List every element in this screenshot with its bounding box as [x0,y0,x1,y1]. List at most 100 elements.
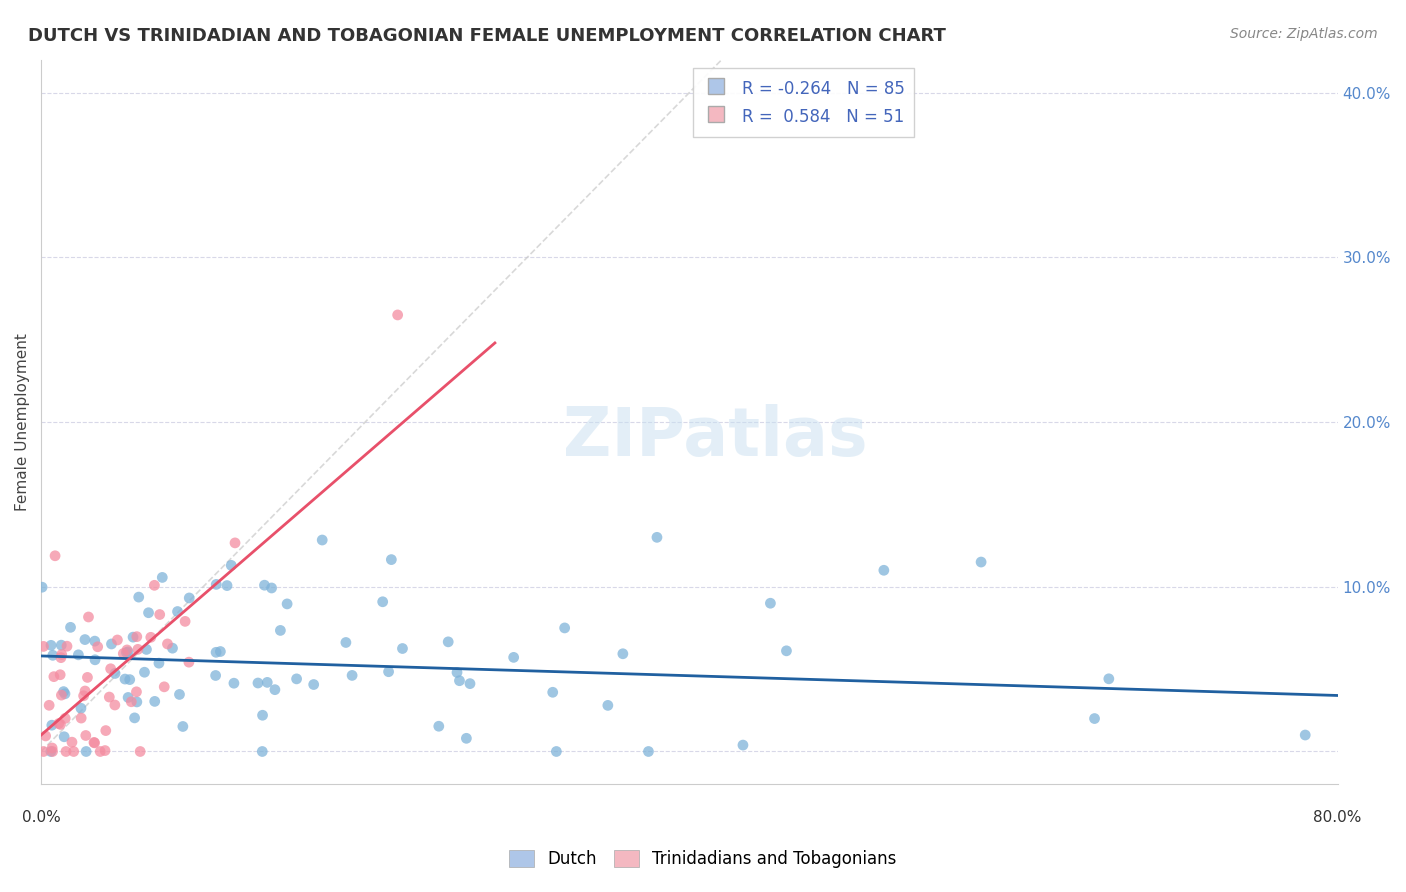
Point [1083,712,1105,726]
Point [391,641,413,656]
Point [70,701,93,715]
Point [100,637,122,651]
Point [253,578,276,592]
Point [209,644,232,658]
Point [153,680,176,694]
Point [114,672,136,686]
Point [427,719,450,733]
Point [302,677,325,691]
Point [118,673,141,687]
Point [31,580,53,594]
Point [205,645,228,659]
Point [219,558,242,573]
Point [124,711,146,725]
Point [311,533,333,547]
Point [269,624,291,638]
Point [104,666,127,681]
Point [264,682,287,697]
Point [83,735,105,749]
Point [32,744,55,758]
Point [39,638,62,652]
Point [150,570,173,584]
Text: ZIPatlas: ZIPatlas [562,403,868,469]
Point [174,615,197,629]
Point [42,648,65,663]
Point [125,685,148,699]
Point [127,642,149,657]
Point [260,581,283,595]
Text: Source: ZipAtlas.com: Source: ZipAtlas.com [1230,27,1378,41]
Point [546,744,568,758]
Point [51,648,73,662]
Point [139,630,162,644]
Point [458,676,481,690]
Point [246,676,269,690]
Point [129,744,152,758]
Point [541,685,564,699]
Point [252,744,274,758]
Point [49,650,72,665]
Point [380,552,402,566]
Point [1098,672,1121,686]
Point [179,591,201,605]
Point [456,731,478,746]
Point [117,690,139,705]
Point [48,716,70,731]
Point [143,694,166,708]
Point [41,744,63,758]
Point [645,530,668,544]
Point [172,719,194,733]
Point [83,736,105,750]
Point [56,639,79,653]
Point [75,744,97,758]
Point [112,647,135,661]
Point [149,607,172,622]
Point [70,711,93,725]
Point [156,637,179,651]
Point [55,744,77,758]
Point [72,689,94,703]
Text: 80.0%: 80.0% [1313,810,1362,825]
Point [143,578,166,592]
Point [94,723,117,738]
Point [169,688,191,702]
Point [596,698,619,713]
Point [75,684,97,698]
Point [38,698,60,713]
Point [60,735,83,749]
Point [125,630,148,644]
Point [86,640,108,654]
Point [775,644,797,658]
Point [285,672,308,686]
Point [135,642,157,657]
Point [51,638,73,652]
Y-axis label: Female Unemployment: Female Unemployment [15,333,30,511]
Point [49,717,72,731]
Point [205,577,228,591]
Point [177,655,200,669]
Point [371,595,394,609]
Point [215,578,238,592]
Point [731,738,754,752]
Point [335,635,357,649]
Point [83,634,105,648]
Point [340,668,363,682]
Point [134,665,156,680]
Point [166,605,188,619]
Point [252,708,274,723]
Point [41,718,63,732]
Point [94,743,117,757]
Point [128,590,150,604]
Point [204,668,226,682]
Point [873,563,896,577]
Point [107,632,129,647]
Point [49,667,72,681]
Point [502,650,524,665]
Text: DUTCH VS TRINIDADIAN AND TOBAGONIAN FEMALE UNEMPLOYMENT CORRELATION CHART: DUTCH VS TRINIDADIAN AND TOBAGONIAN FEMA… [28,27,946,45]
Point [970,555,993,569]
Point [77,610,100,624]
Point [449,673,471,688]
Legend: R = -0.264   N = 85, R =  0.584   N = 51: R = -0.264 N = 85, R = 0.584 N = 51 [693,68,914,137]
Text: 0.0%: 0.0% [21,810,60,825]
Point [75,729,97,743]
